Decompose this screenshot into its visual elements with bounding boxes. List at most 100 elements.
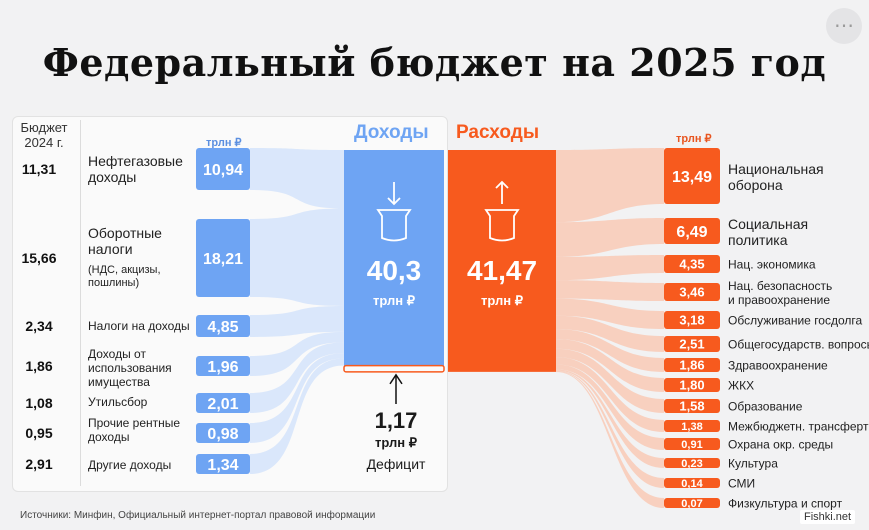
income-row-label: Оборотные налоги — [88, 225, 162, 257]
expense-row-label-line: Нац. безопасность — [728, 279, 832, 293]
income-bar-value: 4,85 — [207, 319, 238, 336]
deficit-value: 1,17 — [374, 408, 418, 433]
income-flow-band — [250, 305, 344, 337]
expense-row-label: ЖКХ — [728, 378, 754, 392]
expense-bar — [664, 478, 720, 488]
expense-bar-value: 13,49 — [672, 169, 712, 186]
expense-bar-value: 4,35 — [679, 257, 704, 272]
expense-row-label: Национальная оборона — [728, 161, 824, 193]
expense-row-label: Физкультура и спорт — [728, 496, 843, 510]
expense-flow-band — [556, 255, 664, 281]
prev-year-value: 2,34 — [25, 318, 53, 334]
income-flow-band — [250, 208, 344, 306]
expense-bar — [664, 399, 720, 413]
income-flow-band — [250, 331, 344, 376]
expense-bar — [664, 336, 720, 352]
income-flow-band — [250, 148, 344, 209]
expense-flow-band — [556, 298, 664, 329]
expense-flow-band — [556, 218, 664, 257]
expense-bar-value: 3,18 — [679, 313, 704, 328]
income-flow-band — [250, 342, 344, 413]
income-flow-band — [250, 353, 344, 443]
prev-year-value: 2,91 — [25, 456, 53, 472]
sources-note: Источники: Минфин, Официальный интернет-… — [20, 510, 376, 521]
expense-bar-value: 1,38 — [681, 421, 702, 433]
expense-unit-label: трлн ₽ — [676, 133, 712, 145]
income-bar-value: 2,01 — [207, 396, 238, 413]
expense-row-label: Культура — [728, 456, 778, 470]
expense-bar-value: 0,07 — [681, 498, 702, 510]
expense-flow-band — [556, 371, 664, 508]
income-row-label: Доходы от использования имущества — [88, 347, 172, 389]
income-bar-value: 10,94 — [203, 162, 243, 179]
expense-bar — [664, 498, 720, 508]
expense-row-label: Нац. безопасность и правоохранение — [728, 279, 832, 307]
expense-bar — [664, 255, 720, 273]
column-divider — [80, 120, 81, 486]
expense-row-label: Общегосударств. вопросы — [728, 337, 869, 351]
income-bar — [196, 356, 250, 376]
income-bar — [196, 148, 250, 190]
expense-flow-band — [556, 148, 664, 223]
income-pot-icon — [376, 182, 412, 242]
expense-row-label: Охрана окр. среды — [728, 437, 833, 451]
expense-row-label-line: оборона — [728, 177, 783, 193]
expense-bar — [664, 420, 720, 432]
income-total-value: 40,3 — [366, 255, 422, 286]
expense-bar — [664, 378, 720, 392]
expense-bar-value: 0,91 — [681, 439, 702, 451]
expense-flow-band — [556, 364, 664, 450]
income-bar — [196, 219, 250, 297]
income-total-unit: трлн ₽ — [373, 293, 415, 308]
ellipsis-icon[interactable]: ⋯ — [826, 8, 862, 44]
prev-year-value: 1,08 — [25, 395, 53, 411]
expense-bar-value: 6,49 — [676, 224, 707, 241]
income-bar-value: 18,21 — [203, 251, 243, 268]
deficit-bracket — [343, 364, 445, 373]
expense-flow-band — [556, 370, 664, 488]
income-flow-band — [250, 358, 344, 474]
income-bar — [196, 315, 250, 337]
income-bar-value: 1,34 — [207, 457, 238, 474]
expense-row-label: Здравоохранение — [728, 358, 828, 372]
deficit-unit: трлн ₽ — [375, 435, 417, 450]
income-row-label: Утильсбор — [88, 395, 148, 409]
income-unit-label: трлн ₽ — [206, 137, 242, 149]
expense-bar-value: 0,23 — [681, 458, 702, 470]
expense-row-label: Межбюджетн. трансферты — [728, 419, 869, 433]
expense-flow-band — [556, 348, 664, 413]
expense-flow-band — [556, 357, 664, 432]
expense-bar — [664, 218, 720, 244]
expense-flow-band — [556, 280, 664, 301]
expense-bar — [664, 148, 720, 204]
expense-total-unit: трлн ₽ — [481, 293, 523, 308]
expense-pot-icon — [484, 180, 520, 242]
expense-bar-value: 3,46 — [679, 285, 704, 300]
income-bar — [196, 393, 250, 413]
income-bar — [196, 423, 250, 443]
expense-bar — [664, 311, 720, 329]
prev-year-value: 11,31 — [21, 161, 57, 177]
expense-flow-band — [556, 369, 664, 468]
expense-total-value: 41,47 — [466, 255, 538, 286]
prev-year-value: 0,95 — [25, 425, 53, 441]
deficit-arrow-head — [389, 373, 403, 385]
expense-bar-value: 1,86 — [679, 358, 704, 373]
page-title: Федеральный бюджет на 2025 год — [42, 40, 827, 85]
expense-row-label-line: политика — [728, 232, 788, 248]
income-row-label: Прочие рентные доходы — [88, 416, 181, 444]
expense-row-label-line: Национальная — [728, 161, 824, 177]
income-row-label: Налоги на доходы — [88, 319, 190, 333]
expense-bar — [664, 438, 720, 450]
expense-row-label-line: Социальная — [728, 216, 808, 232]
expense-row-label: Обслуживание госдолга — [728, 313, 863, 327]
expense-row-label: Нац. экономика — [728, 257, 816, 271]
income-bar-value: 1,96 — [207, 359, 238, 376]
expense-header: Расходы — [456, 122, 540, 143]
expense-row-label-line: и правоохранение — [728, 293, 830, 307]
income-bar — [196, 454, 250, 474]
deficit-label: Дефицит — [366, 456, 426, 472]
expense-bar-value: 2,51 — [679, 337, 704, 352]
expense-pot-icon-arrow-head — [495, 180, 509, 189]
expense-bar-value: 1,80 — [679, 378, 704, 393]
